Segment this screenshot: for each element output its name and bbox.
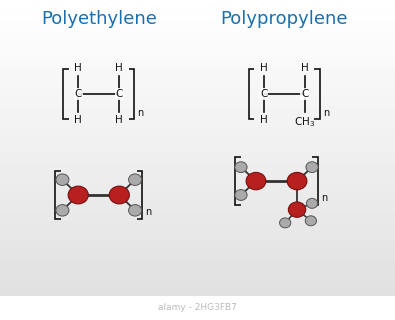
Text: C: C bbox=[116, 89, 123, 99]
Circle shape bbox=[68, 186, 88, 204]
Circle shape bbox=[109, 186, 130, 204]
Circle shape bbox=[306, 162, 318, 172]
Text: Polyethylene: Polyethylene bbox=[41, 11, 157, 28]
Circle shape bbox=[56, 174, 69, 185]
Text: n: n bbox=[145, 207, 152, 217]
Text: H: H bbox=[301, 63, 309, 73]
Text: n: n bbox=[321, 193, 327, 204]
Text: CH$_3$: CH$_3$ bbox=[294, 115, 316, 129]
Text: H: H bbox=[115, 115, 123, 125]
Circle shape bbox=[235, 190, 247, 200]
Circle shape bbox=[280, 218, 291, 228]
Circle shape bbox=[305, 216, 316, 226]
Text: H: H bbox=[260, 63, 268, 73]
Text: H: H bbox=[74, 63, 82, 73]
Text: H: H bbox=[74, 115, 82, 125]
Circle shape bbox=[128, 174, 142, 185]
Text: Polypropylene: Polypropylene bbox=[221, 11, 348, 28]
Text: C: C bbox=[301, 89, 308, 99]
Text: H: H bbox=[260, 115, 268, 125]
Circle shape bbox=[128, 204, 142, 216]
Circle shape bbox=[287, 172, 307, 190]
Circle shape bbox=[235, 162, 247, 172]
Text: n: n bbox=[323, 108, 329, 118]
Text: alamy - 2HG3FB7: alamy - 2HG3FB7 bbox=[158, 303, 237, 313]
Text: n: n bbox=[137, 108, 144, 118]
Text: C: C bbox=[260, 89, 267, 99]
Circle shape bbox=[56, 204, 69, 216]
Text: C: C bbox=[75, 89, 82, 99]
Text: H: H bbox=[115, 63, 123, 73]
Circle shape bbox=[307, 198, 318, 208]
Circle shape bbox=[246, 172, 266, 190]
Circle shape bbox=[288, 202, 306, 217]
